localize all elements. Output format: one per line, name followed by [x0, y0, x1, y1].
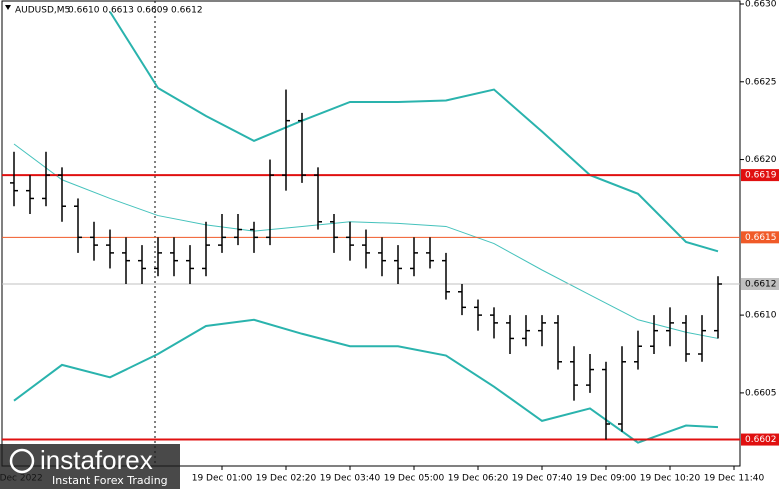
- x-tick-label: 19 Dec 07:40: [512, 474, 573, 484]
- symbol: AUDUSD,M5: [15, 6, 70, 16]
- x-tick-label: 19 Dec 11:40: [704, 474, 765, 484]
- level-label-bg: [741, 433, 779, 446]
- y-tick-label: 0.6620: [745, 155, 777, 165]
- x-tick-label: 19 Dec 02:20: [256, 474, 317, 484]
- band-line: [13, 318, 719, 444]
- x-tick-label: 19 Dec 10:20: [640, 474, 701, 484]
- header-arrow: [5, 5, 11, 10]
- watermark-tagline: Instant Forex Trading: [52, 474, 168, 487]
- level-label-bg: [741, 278, 779, 290]
- level-label-bg: [741, 169, 779, 182]
- band-line: [109, 11, 719, 253]
- plot-area: [2, 11, 740, 444]
- level-label: 0.6612: [745, 280, 777, 290]
- band-line: [13, 143, 719, 339]
- y-tick-label: 0.6605: [745, 388, 777, 398]
- watermark-logo: [9, 448, 35, 474]
- x-tick-label: 19 Dec 01:00: [192, 474, 253, 484]
- x-tick-label: 19 Dec 03:40: [320, 474, 381, 484]
- watermark: instaforex Instant Forex Trading: [0, 444, 180, 489]
- y-tick-label: 0.6630: [745, 0, 777, 10]
- plot-frame: [1, 0, 741, 467]
- x-tick-label: 19 Dec 06:20: [448, 474, 509, 484]
- y-tick-label: 0.6625: [745, 77, 777, 87]
- level-label: 0.6602: [745, 435, 777, 445]
- level-label-bg: [741, 231, 779, 244]
- y-tick-label: 0.6610: [745, 311, 777, 321]
- level-label: 0.6615: [745, 233, 777, 243]
- x-tick-label: 19 Dec 09:00: [576, 474, 637, 484]
- ohlc-text: 0.6610 0.6613 0.6609 0.6612: [68, 6, 203, 16]
- x-tick-label: 19 Dec 05:00: [384, 474, 445, 484]
- level-label: 0.6619: [745, 171, 777, 181]
- watermark-bg: [0, 444, 180, 489]
- watermark-brand: instaforex: [40, 445, 153, 475]
